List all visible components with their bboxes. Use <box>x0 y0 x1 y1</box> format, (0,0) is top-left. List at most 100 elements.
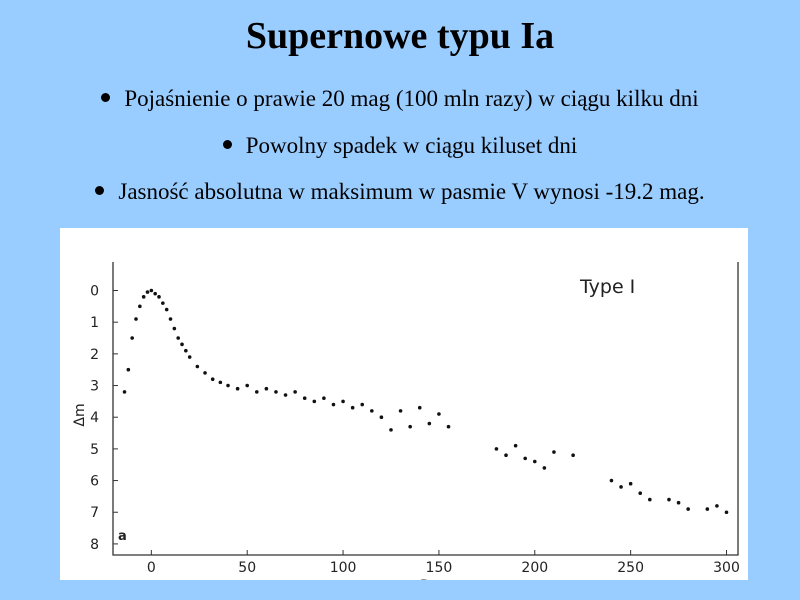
data-point <box>164 307 169 312</box>
data-point <box>504 453 508 458</box>
data-point <box>609 478 614 483</box>
annotation: Type I <box>579 276 635 298</box>
data-point <box>389 428 393 432</box>
data-point <box>676 500 681 505</box>
data-point <box>370 409 374 413</box>
data-point <box>628 481 633 486</box>
data-point <box>138 304 142 309</box>
data-point <box>648 497 652 502</box>
bullet-dot <box>95 186 105 196</box>
data-point <box>203 371 207 375</box>
figure-background <box>60 228 748 580</box>
data-point <box>341 399 345 404</box>
data-point <box>122 390 127 394</box>
data-point <box>417 405 422 410</box>
bullet-text: Pojaśnienie o prawie 20 mag (100 mln raz… <box>124 86 699 111</box>
data-point <box>322 396 326 401</box>
data-point <box>274 390 278 394</box>
bullet-item: Powolny spadek w ciągu kiluset dni <box>0 133 800 159</box>
data-point <box>130 336 134 340</box>
bullet-dot <box>101 93 111 103</box>
y-axis-label: Δm <box>72 403 88 426</box>
bullet-item: Pojaśnienie o prawie 20 mag (100 mln raz… <box>0 86 800 112</box>
y-tick-label: 1 <box>90 315 99 331</box>
data-point <box>360 402 365 407</box>
x-tick-label: 100 <box>330 560 357 576</box>
bullet-item: Jasność absolutna w maksimum w pasmie V … <box>0 179 800 205</box>
x-tick-label: 0 <box>147 560 156 576</box>
y-tick-label: 4 <box>90 410 99 426</box>
y-tick-label: 7 <box>90 505 99 521</box>
data-point <box>427 421 432 426</box>
data-point <box>312 399 317 404</box>
data-point <box>145 290 150 294</box>
y-tick-label: 0 <box>90 284 99 300</box>
data-point <box>226 383 230 388</box>
data-point <box>619 485 623 489</box>
data-point <box>264 386 269 391</box>
y-tick-label: 2 <box>90 347 99 363</box>
data-point <box>283 393 288 397</box>
y-tick-label: 6 <box>90 474 99 490</box>
data-point <box>446 424 451 429</box>
data-point <box>293 390 297 394</box>
data-point <box>235 386 240 391</box>
data-point <box>157 295 161 299</box>
data-point <box>302 396 307 401</box>
data-point <box>254 390 259 394</box>
annotation: a <box>118 529 127 544</box>
x-tick-label: 300 <box>713 560 740 576</box>
data-point <box>494 447 499 451</box>
x-axis-label: Days <box>420 578 455 594</box>
data-point <box>195 364 200 369</box>
data-point <box>715 504 719 508</box>
x-tick-label: 250 <box>617 560 644 576</box>
data-point <box>542 466 547 470</box>
data-point <box>184 348 188 353</box>
data-point <box>667 497 671 502</box>
data-point <box>176 336 180 340</box>
data-point <box>134 317 138 321</box>
data-point <box>161 301 165 305</box>
data-point <box>513 443 518 448</box>
data-point <box>523 456 527 461</box>
x-tick-label: 50 <box>238 560 256 576</box>
data-point <box>149 288 154 293</box>
data-point <box>571 453 575 458</box>
data-point <box>153 291 157 296</box>
data-point <box>172 326 177 331</box>
slide-title: Supernowe typu Ia <box>245 15 555 57</box>
data-point <box>398 409 403 413</box>
plot-frame <box>112 262 739 556</box>
bullet-text: Powolny spadek w ciągu kiluset dni <box>245 133 578 158</box>
data-point <box>168 317 173 321</box>
data-point <box>187 355 192 359</box>
data-point <box>350 405 355 410</box>
data-point <box>218 380 223 385</box>
data-point <box>686 507 690 511</box>
data-point <box>245 383 250 388</box>
y-tick-label: 5 <box>90 442 99 458</box>
data-point <box>126 367 131 372</box>
x-tick-label: 200 <box>521 560 548 576</box>
bullet-dot <box>222 140 232 150</box>
data-point <box>408 424 412 429</box>
figure-image: Type I a Days Δm 0 50 100 150 200 250 300 0 1 2 3 4… <box>60 228 748 594</box>
data-point <box>705 507 710 511</box>
data-point <box>141 295 146 299</box>
data-point <box>331 402 336 407</box>
data-point <box>638 491 643 496</box>
data-point <box>724 510 729 515</box>
data-point <box>532 459 537 464</box>
data-point <box>552 450 556 454</box>
x-tick-label: 150 <box>426 560 453 576</box>
data-point <box>437 412 441 416</box>
y-tick-label: 8 <box>90 537 99 553</box>
y-tick-label: 3 <box>90 379 99 395</box>
data-point <box>379 415 384 420</box>
data-point <box>210 377 215 382</box>
bullet-text: Jasność absolutna w maksimum w pasmie V … <box>118 179 705 204</box>
data-point <box>180 342 184 347</box>
